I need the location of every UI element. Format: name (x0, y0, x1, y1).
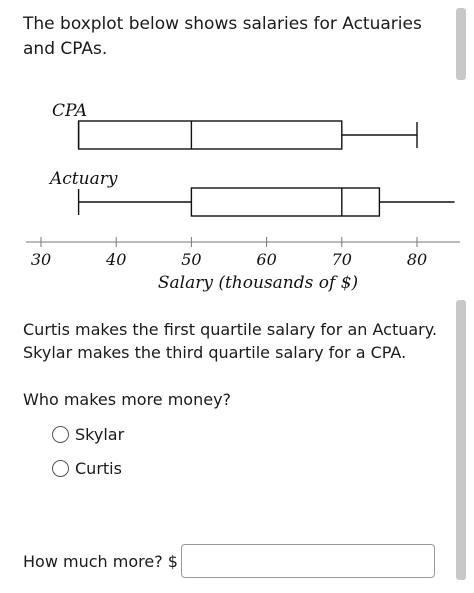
box-cpa (77, 120, 343, 150)
tick-label-30: 30 (31, 250, 51, 269)
option-curtis[interactable]: Curtis (52, 459, 122, 478)
radio-icon[interactable] (52, 426, 69, 443)
tick-label-50: 50 (181, 250, 201, 269)
question-prompt: Who makes more money? (23, 390, 232, 409)
amount-row: How much more? $ (23, 544, 435, 578)
boxplot-chart: CPA Actuary 30 40 50 60 70 80 Salary (thousands … (26, 101, 460, 293)
series-label-cpa: CPA (52, 101, 87, 121)
scrollbar-top[interactable] (456, 8, 466, 80)
scrollbar-bottom[interactable] (456, 300, 466, 580)
amount-input[interactable] (180, 544, 435, 578)
question-statement: Curtis makes the first quartile salary f… (23, 320, 438, 362)
question-intro: The boxplot below shows salaries for Act… (23, 14, 422, 59)
option-skylar[interactable]: Skylar (52, 425, 124, 444)
option-label: Curtis (75, 459, 122, 478)
tick-label-80: 80 (407, 250, 427, 269)
tick-label-60: 60 (256, 250, 276, 269)
series-label-actuary: Actuary (48, 169, 118, 189)
x-axis-label: Salary (thousands of $) (158, 273, 358, 293)
amount-prompt: How much more? $ (23, 551, 178, 571)
tick-label-40: 40 (105, 250, 126, 269)
radio-icon[interactable] (52, 460, 69, 477)
box-actuary (190, 187, 381, 217)
option-label: Skylar (75, 425, 125, 444)
tick-label-70: 70 (332, 250, 352, 269)
